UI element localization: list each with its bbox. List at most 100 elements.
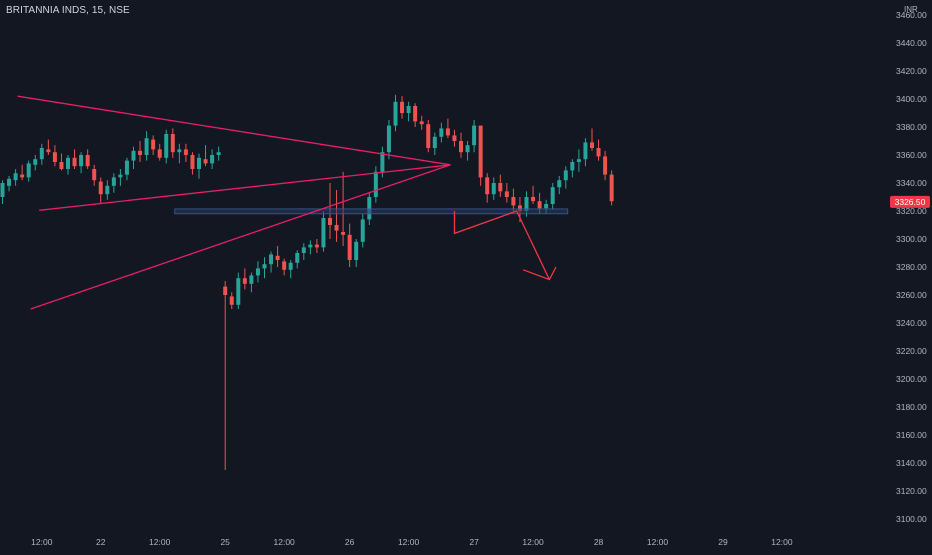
time-axis[interactable]: 12:00 22 12:00 25 12:00 26 12:00 27 12:00 28 12:00… <box>31 537 793 547</box>
time-tick-label: 29 <box>718 537 728 547</box>
candle <box>131 146 136 169</box>
candle-body <box>229 296 234 305</box>
candle <box>118 169 123 186</box>
candle <box>432 132 437 155</box>
triangle-upper-trendline[interactable] <box>17 95 451 166</box>
candle <box>393 94 398 132</box>
price-axis[interactable]: 3100.00 3120.00 3140.00 3160.00 3180.00 3200.… <box>896 10 927 524</box>
support-zone-rectangle[interactable] <box>174 208 569 215</box>
candle-body <box>550 187 555 204</box>
candle-body <box>570 162 575 171</box>
price-tick-label: 3140.00 <box>896 458 927 468</box>
candle-body <box>426 124 431 148</box>
candle-body <box>314 244 319 248</box>
candle-body <box>478 125 483 178</box>
candle <box>242 268 247 290</box>
candle <box>223 281 228 470</box>
price-tick-label: 3220.00 <box>896 346 927 356</box>
candle <box>269 251 274 273</box>
candle <box>151 135 156 155</box>
candle <box>79 152 84 174</box>
candle-body <box>26 163 31 178</box>
candle-body <box>524 197 529 211</box>
candle-body <box>531 197 536 202</box>
candle <box>197 153 201 179</box>
drawings-layer[interactable] <box>17 95 569 310</box>
candle <box>203 145 208 167</box>
candle <box>386 120 391 160</box>
support-trendline[interactable] <box>39 164 451 211</box>
price-tick-label: 3240.00 <box>896 318 927 328</box>
candle <box>236 272 241 309</box>
candle <box>262 257 267 279</box>
candle-body <box>288 262 293 270</box>
candle <box>452 129 457 147</box>
candle-body <box>0 183 5 197</box>
candle-body <box>210 155 215 164</box>
symbol-title[interactable]: BRITANNIA INDS, 15, NSE <box>6 5 130 16</box>
price-tick-label: 3280.00 <box>896 262 927 272</box>
time-tick-label: 12:00 <box>149 537 171 547</box>
price-tick-label: 3320.00 <box>896 206 927 216</box>
last-price-badge <box>890 195 930 208</box>
candle <box>334 190 339 242</box>
last-price-marker: 3326.50 <box>890 195 930 208</box>
candle <box>314 239 319 253</box>
candle-body <box>151 139 156 150</box>
candle-body <box>380 152 385 172</box>
candle-body <box>262 264 267 269</box>
candle-body <box>439 128 444 137</box>
time-tick-label: 27 <box>469 537 479 547</box>
candle-body <box>170 134 175 153</box>
candle <box>7 176 12 192</box>
candle <box>557 176 562 195</box>
triangle-lower-trendline[interactable] <box>30 164 451 310</box>
price-tick-label: 3340.00 <box>896 178 927 188</box>
candle-body <box>98 181 103 195</box>
candle <box>583 138 588 167</box>
candle <box>308 240 313 255</box>
candle-body <box>177 149 182 153</box>
price-tick-label: 3120.00 <box>896 486 927 496</box>
price-tick-label: 3260.00 <box>896 290 927 300</box>
candle-body <box>517 205 522 211</box>
time-tick-label: 28 <box>594 537 604 547</box>
price-tick-label: 3200.00 <box>896 374 927 384</box>
time-tick-label: 25 <box>220 537 230 547</box>
candle <box>20 164 25 181</box>
candle-body <box>576 159 581 162</box>
candle <box>498 174 503 197</box>
candle-body <box>563 170 568 181</box>
candle-body <box>341 232 346 235</box>
candle-body <box>334 225 339 231</box>
candle <box>111 173 116 193</box>
candle-body <box>419 121 424 125</box>
candle-body <box>583 142 588 160</box>
candle-body <box>275 255 280 260</box>
candle-body <box>373 171 378 197</box>
projection-path[interactable] <box>453 210 551 280</box>
candle-body <box>400 101 405 113</box>
candle <box>59 153 64 171</box>
candle <box>400 96 405 119</box>
candle-body <box>242 278 247 284</box>
candle <box>531 185 536 204</box>
candle <box>13 169 18 186</box>
candle-body <box>85 155 90 167</box>
candle <box>164 129 169 164</box>
candle <box>124 157 129 181</box>
candle <box>170 128 175 158</box>
candle-body <box>491 183 496 195</box>
candle-body <box>301 247 306 253</box>
candle-body <box>157 149 162 158</box>
candle-body <box>498 183 503 192</box>
candle <box>66 155 70 175</box>
candle <box>255 261 260 283</box>
candle-body <box>537 201 542 209</box>
candle <box>413 103 418 127</box>
candle-body <box>197 157 201 169</box>
price-tick-label: 3380.00 <box>896 122 927 132</box>
time-tick-label: 12:00 <box>647 537 669 547</box>
